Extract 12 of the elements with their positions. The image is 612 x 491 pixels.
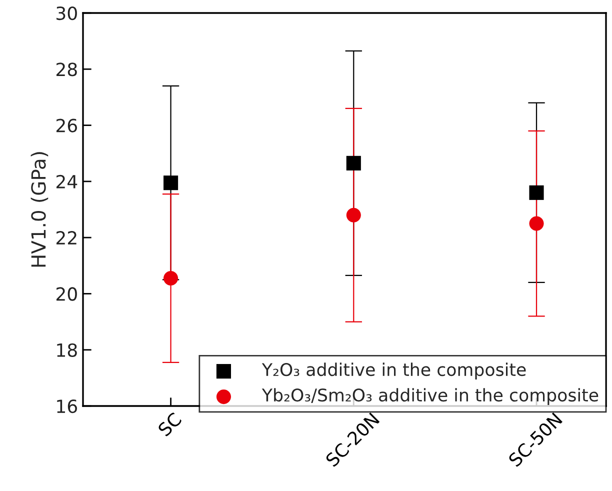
y-axis-title: HV1.0 (GPa) [30,152,48,267]
legend-label: Yb₂O₃/Sm₂O₃ additive in the composite [262,388,598,405]
y-tick-label: 24 [56,174,78,188]
x-tick-label: SC [157,412,182,437]
y-tick-label: 18 [57,343,77,357]
y-tick-label: 28 [56,62,77,76]
y-tick-label: 16 [57,399,77,414]
legend-label: Y₂O₃ additive in the composite [262,362,526,380]
y-tick-label: 30 [56,6,77,20]
y-tick-label: 22 [56,231,76,244]
y-tick-label: 20 [56,287,77,301]
y-tick-label: 26 [56,118,77,132]
